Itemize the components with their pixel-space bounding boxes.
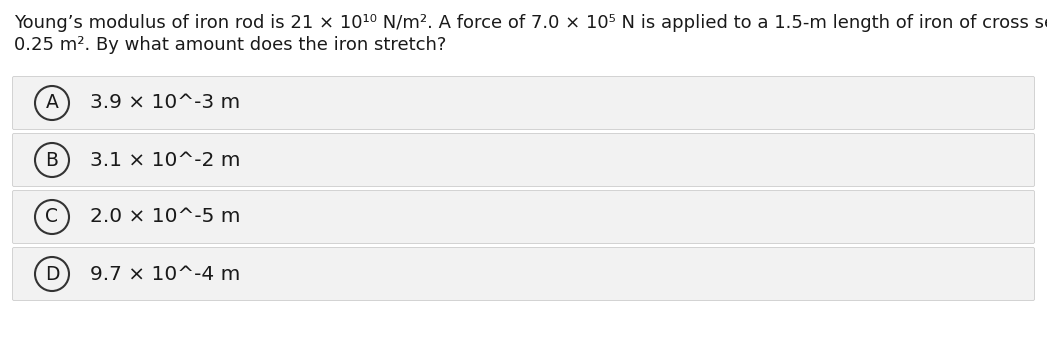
Text: 9.7 × 10^-4 m: 9.7 × 10^-4 m <box>90 265 241 283</box>
Circle shape <box>35 143 69 177</box>
FancyBboxPatch shape <box>13 190 1034 244</box>
Text: C: C <box>45 208 59 226</box>
Circle shape <box>35 200 69 234</box>
Text: 3.1 × 10^-2 m: 3.1 × 10^-2 m <box>90 151 241 169</box>
Text: 3.9 × 10^-3 m: 3.9 × 10^-3 m <box>90 94 240 112</box>
Circle shape <box>35 257 69 291</box>
Text: B: B <box>45 151 59 169</box>
Text: 2.0 × 10^-5 m: 2.0 × 10^-5 m <box>90 208 241 226</box>
FancyBboxPatch shape <box>13 134 1034 187</box>
FancyBboxPatch shape <box>13 247 1034 300</box>
Text: 0.25 m². By what amount does the iron stretch?: 0.25 m². By what amount does the iron st… <box>14 36 446 54</box>
Text: A: A <box>46 94 59 112</box>
Text: Young’s modulus of iron rod is 21 × 10¹⁰ N/m². A force of 7.0 × 10⁵ N is applied: Young’s modulus of iron rod is 21 × 10¹⁰… <box>14 14 1047 32</box>
Circle shape <box>35 86 69 120</box>
Text: D: D <box>45 265 60 283</box>
FancyBboxPatch shape <box>13 77 1034 130</box>
